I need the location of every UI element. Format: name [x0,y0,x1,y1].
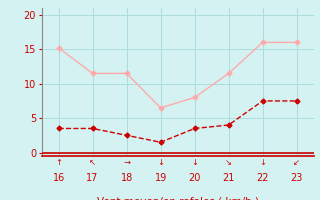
X-axis label: Vent moyen/en rafales ( km/h ): Vent moyen/en rafales ( km/h ) [97,197,259,200]
Text: ↓: ↓ [259,158,266,167]
Text: ↓: ↓ [191,158,198,167]
Text: ↘: ↘ [225,158,232,167]
Text: ↙: ↙ [293,158,300,167]
Text: ↑: ↑ [55,158,62,167]
Text: ↓: ↓ [157,158,164,167]
Text: ↖: ↖ [89,158,96,167]
Text: →: → [123,158,130,167]
